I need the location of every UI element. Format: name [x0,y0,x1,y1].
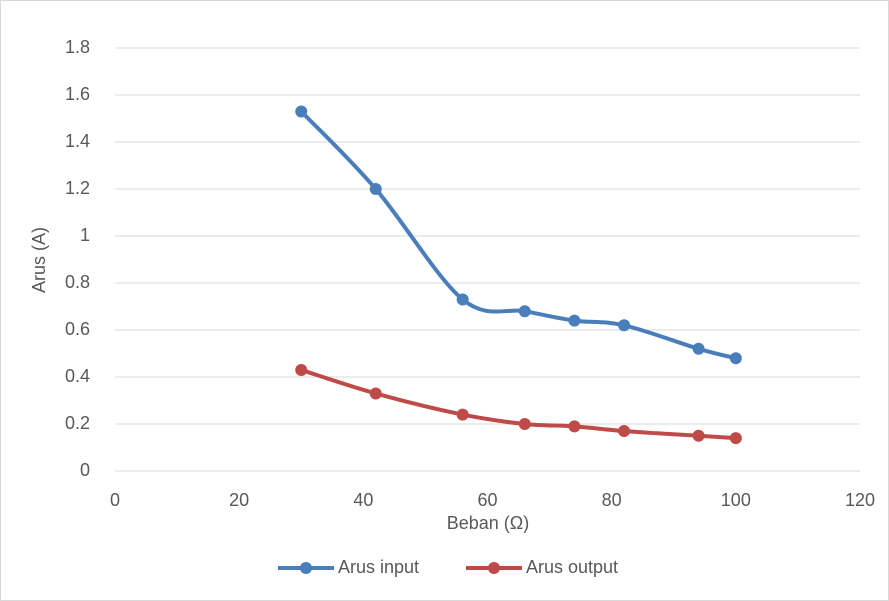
data-point [618,425,630,437]
y-tick-label: 1.8 [65,37,90,57]
data-point [370,183,382,195]
data-point [730,432,742,444]
y-axis-title: Arus (A) [29,227,49,293]
y-tick-label: 0.6 [65,319,90,339]
data-point [295,364,307,376]
y-tick-label: 1.6 [65,84,90,104]
y-tick-label: 0.4 [65,366,90,386]
data-point [730,352,742,364]
data-point [519,305,531,317]
y-tick-label: 1 [80,225,90,245]
x-tick-label: 80 [602,490,622,510]
x-tick-label: 0 [110,490,120,510]
legend-label: Arus output [526,557,618,577]
legend-marker [300,562,312,574]
data-point [568,420,580,432]
data-point [693,430,705,442]
data-point [519,418,531,430]
legend-marker [488,562,500,574]
data-point [568,315,580,327]
data-point [295,105,307,117]
legend-label: Arus input [338,557,419,577]
y-tick-label: 1.4 [65,131,90,151]
chart: Arus (A) Beban (Ω) 0 0.2 0.4 0.6 0.8 1 1.2 1.4 1… [0,0,889,601]
data-point [457,293,469,305]
data-point [618,319,630,331]
y-tick-label: 0.8 [65,272,90,292]
x-tick-label: 60 [477,490,497,510]
x-tick-label: 120 [845,490,875,510]
y-tick-label: 0 [80,460,90,480]
y-tick-label: 0.2 [65,413,90,433]
x-tick-label: 40 [353,490,373,510]
x-tick-label: 100 [721,490,751,510]
chart-border [1,1,889,601]
y-tick-label: 1.2 [65,178,90,198]
data-point [457,409,469,421]
x-axis-title: Beban (Ω) [447,513,530,533]
data-point [693,343,705,355]
data-point [370,387,382,399]
x-tick-label: 20 [229,490,249,510]
